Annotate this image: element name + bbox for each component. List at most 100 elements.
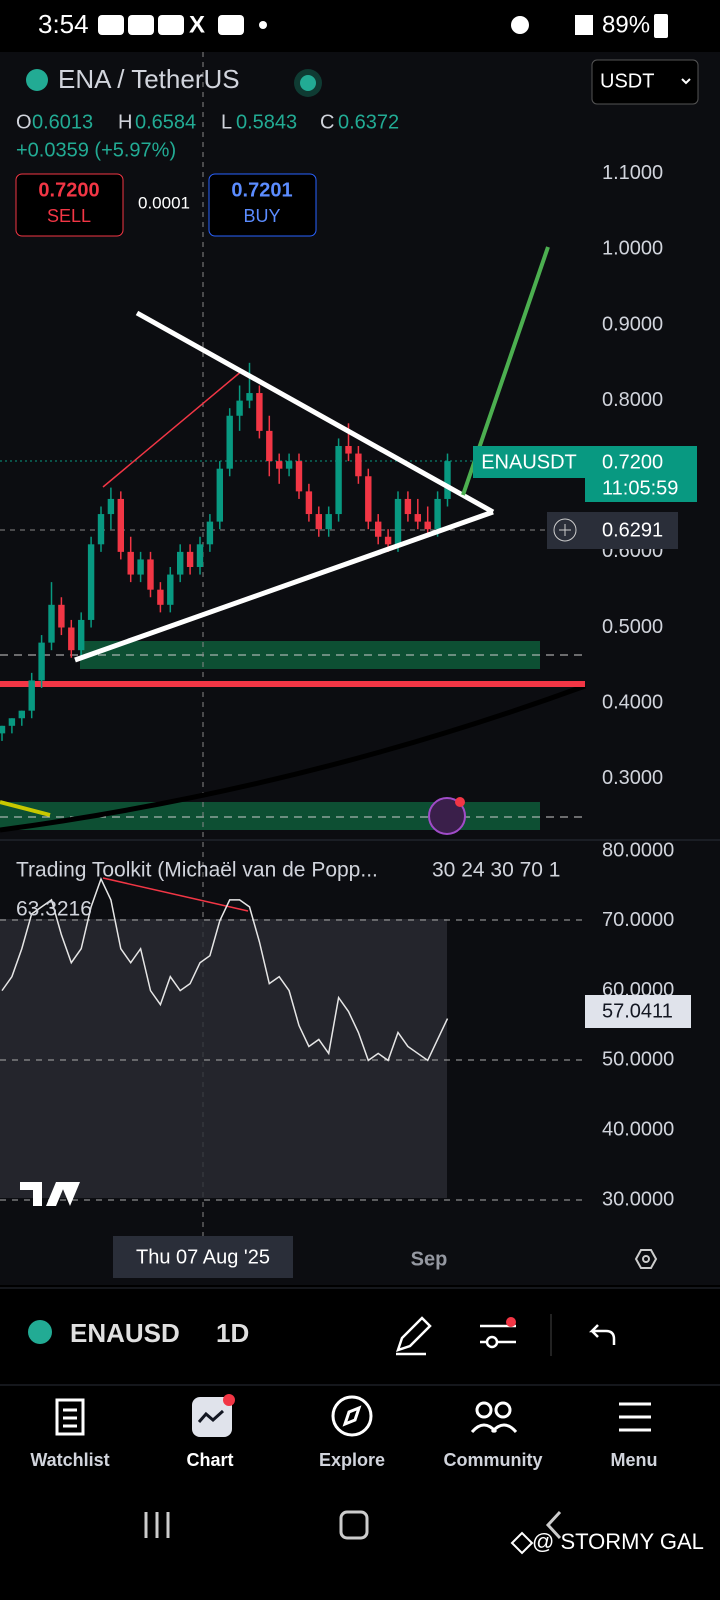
candle-body (276, 461, 283, 469)
nav-item[interactable]: Menu (611, 1450, 658, 1470)
ohlc-label: O (16, 111, 32, 133)
candle-body (107, 498, 115, 515)
x-crosshair-label: Thu 07 Aug '25 (136, 1246, 270, 1268)
indicator-last: 57.0411 (602, 1000, 673, 1022)
alert-icon[interactable] (428, 797, 466, 835)
status-time: 3:54 (38, 9, 89, 39)
candle-body (315, 514, 322, 530)
watermark: @ STORMY GAL (532, 1529, 704, 1554)
y-tick-label: 40.0000 (602, 1118, 674, 1140)
sell-price: 0.7200 (38, 179, 99, 201)
candle-body (266, 430, 273, 462)
y-tick-label: 1.1000 (602, 162, 663, 184)
indicators-knob (485, 1335, 499, 1349)
indicator-band (0, 919, 447, 1198)
y-tick-label: 0.8000 (602, 389, 663, 411)
nav-icons (55, 1395, 651, 1437)
currency: USDT (600, 70, 654, 92)
nav-item[interactable]: Watchlist (30, 1450, 109, 1470)
candle-body (177, 551, 184, 575)
candle-body (48, 604, 55, 643)
candles (0, 362, 451, 741)
chart-badge (223, 1394, 235, 1406)
toolbar-interval[interactable]: 1D (216, 1318, 249, 1348)
candle-body (394, 498, 402, 545)
y-tick-label: 0.9000 (602, 313, 663, 335)
candle-body (256, 393, 263, 431)
status-dot[interactable] (300, 75, 316, 91)
y-tick-label: 70.0000 (602, 909, 674, 931)
indicator-plot (1, 876, 449, 1062)
settings-icon[interactable] (634, 1249, 658, 1269)
sell-button[interactable] (15, 173, 124, 237)
sell-label: SELL (47, 206, 91, 226)
chevron (681, 78, 691, 85)
candle-body (226, 415, 233, 469)
ohlc-value: 0.5843 (236, 111, 297, 133)
y-tick-label: 1.0000 (602, 238, 663, 260)
ohlc-value: 0.6584 (135, 111, 196, 133)
ohlc-label: H (118, 111, 132, 133)
last-price-box (585, 446, 697, 502)
settings-dot (642, 1255, 650, 1263)
indicator-line (1, 876, 449, 1062)
symbol-tag (473, 446, 585, 478)
candle-body (117, 498, 124, 552)
nav-item[interactable]: Community (444, 1450, 543, 1470)
indicator-axis: 80.000070.000060.000050.000040.000030.00… (602, 839, 674, 1210)
candle-body (335, 446, 342, 515)
ohlc-value: 0.6013 (32, 111, 93, 133)
battery-icon (654, 14, 668, 38)
y-tick-label: 50.0000 (602, 1049, 674, 1071)
candle-body (97, 514, 105, 545)
nav-item[interactable]: Explore (319, 1450, 385, 1470)
date-box (113, 1236, 293, 1278)
crosshair-price: 0.6291 (602, 519, 663, 541)
draw-icon[interactable] (396, 1316, 432, 1356)
add-button[interactable] (553, 518, 577, 542)
candle-body (58, 604, 65, 628)
tv-logo (20, 1182, 80, 1206)
candle-body (186, 551, 194, 567)
home-button[interactable] (339, 1510, 369, 1540)
indicator-params: 30 24 30 70 1 (432, 859, 560, 882)
candle-body (375, 521, 382, 537)
candle-body (157, 589, 164, 605)
indicators-badge (506, 1317, 516, 1327)
watermark-logo (510, 1531, 534, 1555)
candle-body (365, 476, 372, 522)
candle-body (68, 627, 75, 651)
y-tick-label: 0.5000 (602, 616, 663, 638)
buy-button[interactable] (208, 173, 317, 237)
y-tick-label: 30.0000 (602, 1188, 674, 1210)
y-tick-label: 80.0000 (602, 839, 674, 861)
coin-logo (28, 1320, 52, 1344)
currency-select[interactable] (591, 59, 699, 105)
x-tick-label: Sep (411, 1248, 448, 1270)
back-button[interactable] (545, 1510, 562, 1540)
divergence-line (102, 877, 249, 912)
ohlc-value: 0.6372 (338, 111, 399, 133)
indicator-last-box (585, 995, 691, 1028)
candle-body (424, 521, 431, 530)
toolbar-symbol[interactable]: ENAUSD (70, 1318, 180, 1348)
y-tick-label: 0.3000 (602, 767, 663, 789)
coin-logo (26, 69, 48, 91)
candle-body (305, 491, 313, 515)
candle-body (38, 642, 45, 681)
change: +0.0359 (+5.97%) (16, 139, 176, 161)
candle-body (285, 461, 293, 469)
candle-body (196, 544, 204, 567)
candle-body (246, 393, 253, 401)
symbol-tag-text: ENAUSDT (481, 451, 577, 473)
candle-body (355, 453, 362, 477)
candle-body (87, 544, 95, 620)
red-trendline (102, 369, 244, 488)
buy-price: 0.7201 (231, 179, 292, 201)
nav-bar: Watchlist Chart Explore Community Menu (30, 1450, 657, 1470)
recent-apps[interactable] (144, 1512, 170, 1538)
nav-item[interactable]: Chart (186, 1450, 233, 1470)
undo-icon[interactable] (588, 1324, 616, 1345)
candle-body (216, 468, 223, 522)
